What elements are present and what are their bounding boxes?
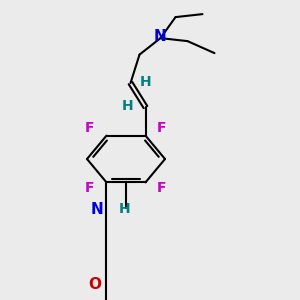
- Text: O: O: [88, 277, 101, 292]
- Text: H: H: [122, 99, 133, 112]
- Text: F: F: [157, 182, 167, 195]
- Text: H: H: [140, 75, 151, 88]
- Text: N: N: [154, 29, 167, 44]
- Text: F: F: [157, 121, 167, 135]
- Text: H: H: [119, 202, 130, 216]
- Text: F: F: [85, 121, 95, 135]
- Text: N: N: [91, 202, 104, 217]
- Text: F: F: [85, 182, 95, 195]
